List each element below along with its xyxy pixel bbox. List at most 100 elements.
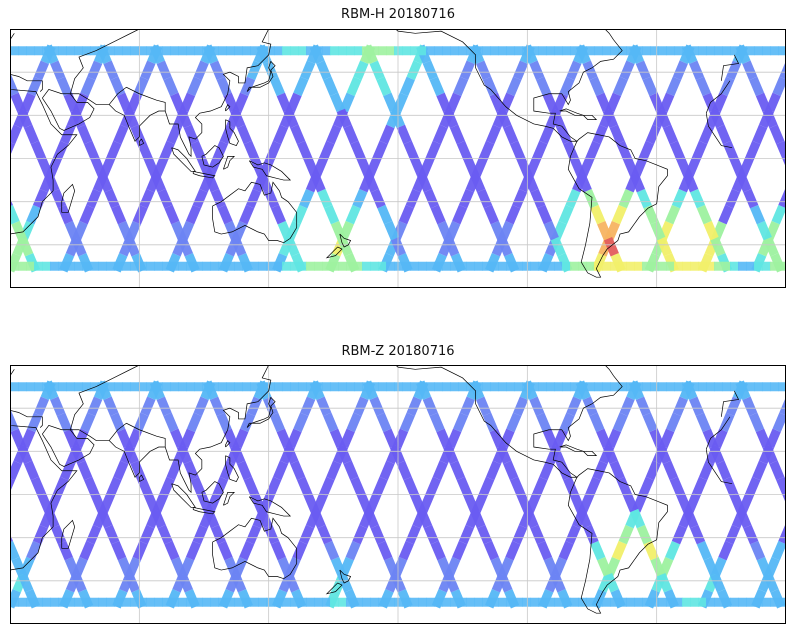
swath-segment <box>26 540 42 561</box>
swath-band-cell <box>714 261 723 271</box>
swath-segment <box>126 428 142 449</box>
coastline-europe <box>720 390 740 417</box>
swath-segment <box>443 108 459 129</box>
swath-band-cell <box>154 597 163 607</box>
swath-segment <box>689 60 705 81</box>
swath-segment <box>483 540 499 561</box>
coastline-arabia <box>42 425 95 467</box>
swath-band-cell <box>74 382 83 392</box>
swath-segment <box>556 460 572 481</box>
swath-band-cell <box>234 597 243 607</box>
swath-segment <box>192 188 208 209</box>
swath-segment <box>743 524 759 545</box>
swath-segment <box>710 236 726 257</box>
swath-band-cell <box>426 261 435 271</box>
swath-segment <box>745 476 761 497</box>
swath-segment <box>223 428 239 449</box>
swath-band-cell <box>346 597 355 607</box>
swath-segment <box>596 92 612 113</box>
swath-segment <box>319 140 335 161</box>
swath-segment <box>629 508 646 529</box>
swath-band-cell <box>610 46 619 56</box>
swath-segment <box>506 76 522 97</box>
swath-segment <box>87 60 103 81</box>
swath-band-cell <box>690 597 699 607</box>
swath-band-cell <box>778 382 786 392</box>
swath-band-cell <box>378 261 387 271</box>
swath-band-cell <box>410 46 419 56</box>
swath-segment <box>176 108 193 129</box>
swath-segment <box>437 220 453 241</box>
swath-segment <box>505 540 521 561</box>
swath-band-cell <box>570 46 579 56</box>
swath-segment <box>299 524 315 545</box>
swath-segment <box>530 188 546 209</box>
swath-segment <box>589 412 605 433</box>
swath-band-cell <box>482 261 491 271</box>
swath-band-cell <box>258 382 267 392</box>
swath-band-cell <box>466 261 475 271</box>
swath-band-cell <box>474 46 483 56</box>
swath-segment <box>157 524 173 545</box>
swath-segment <box>323 412 339 433</box>
swath-segment <box>497 236 513 257</box>
swath-segment <box>33 396 49 417</box>
coastlines <box>10 365 740 614</box>
swath-segment <box>532 476 548 497</box>
swath-band-cell <box>498 261 507 271</box>
swath-segment <box>339 92 355 113</box>
swath-band-cell <box>18 261 27 271</box>
swath-band-cell <box>730 382 739 392</box>
swath-band-cell <box>218 597 227 607</box>
swath-band-cell <box>546 261 555 271</box>
swath-band-cell <box>402 597 411 607</box>
coastline-africa <box>705 449 733 485</box>
swath-segment <box>762 108 778 129</box>
swath-segment <box>286 428 302 449</box>
swath-segment <box>582 60 598 81</box>
map-frame <box>10 365 786 624</box>
swath-segment <box>303 156 319 177</box>
swath-band-cell <box>762 597 771 607</box>
swath-segment <box>483 204 499 225</box>
swath-segment <box>77 124 93 145</box>
coastline-nz1 <box>339 233 352 248</box>
swath-band-cell <box>82 261 91 271</box>
swath-segment <box>150 508 166 529</box>
coastline-nz1 <box>339 569 352 584</box>
swath-band-cell <box>202 46 211 56</box>
swath-segment <box>672 60 688 81</box>
swath-band-cell <box>578 46 587 56</box>
swath-band-cell <box>362 46 371 56</box>
swath-band-cell <box>498 597 507 607</box>
swath-band-cell <box>658 261 667 271</box>
swath-segment <box>345 540 361 561</box>
swath-segment <box>396 460 412 481</box>
swath-segment <box>543 220 559 241</box>
swath-band-cell <box>770 46 779 56</box>
swath-segment <box>422 396 438 417</box>
swath-segment <box>635 396 651 417</box>
swath-segment <box>139 524 155 545</box>
swath-segment <box>779 60 786 80</box>
coastline-borneo <box>201 145 224 168</box>
swath-band-cell <box>346 261 355 271</box>
swath-segment <box>456 476 472 497</box>
swath-segment <box>550 572 566 593</box>
swath-segment <box>266 476 282 497</box>
swath-segment <box>477 188 493 209</box>
swath-segment <box>589 76 605 97</box>
swath-band-cell <box>730 261 739 271</box>
swath-segment <box>696 540 712 561</box>
swath-segment <box>230 108 246 129</box>
swath-segment <box>390 572 406 593</box>
swath-segment <box>559 76 575 97</box>
swath-band-cell <box>50 46 59 56</box>
swath-band-cell <box>194 382 203 392</box>
swath-segment <box>638 476 655 497</box>
swath-band-cell <box>162 46 171 56</box>
swath-band-cell <box>186 597 195 607</box>
swath-segment <box>124 572 140 593</box>
swath-segment <box>123 108 139 129</box>
swath-segment <box>459 396 475 417</box>
